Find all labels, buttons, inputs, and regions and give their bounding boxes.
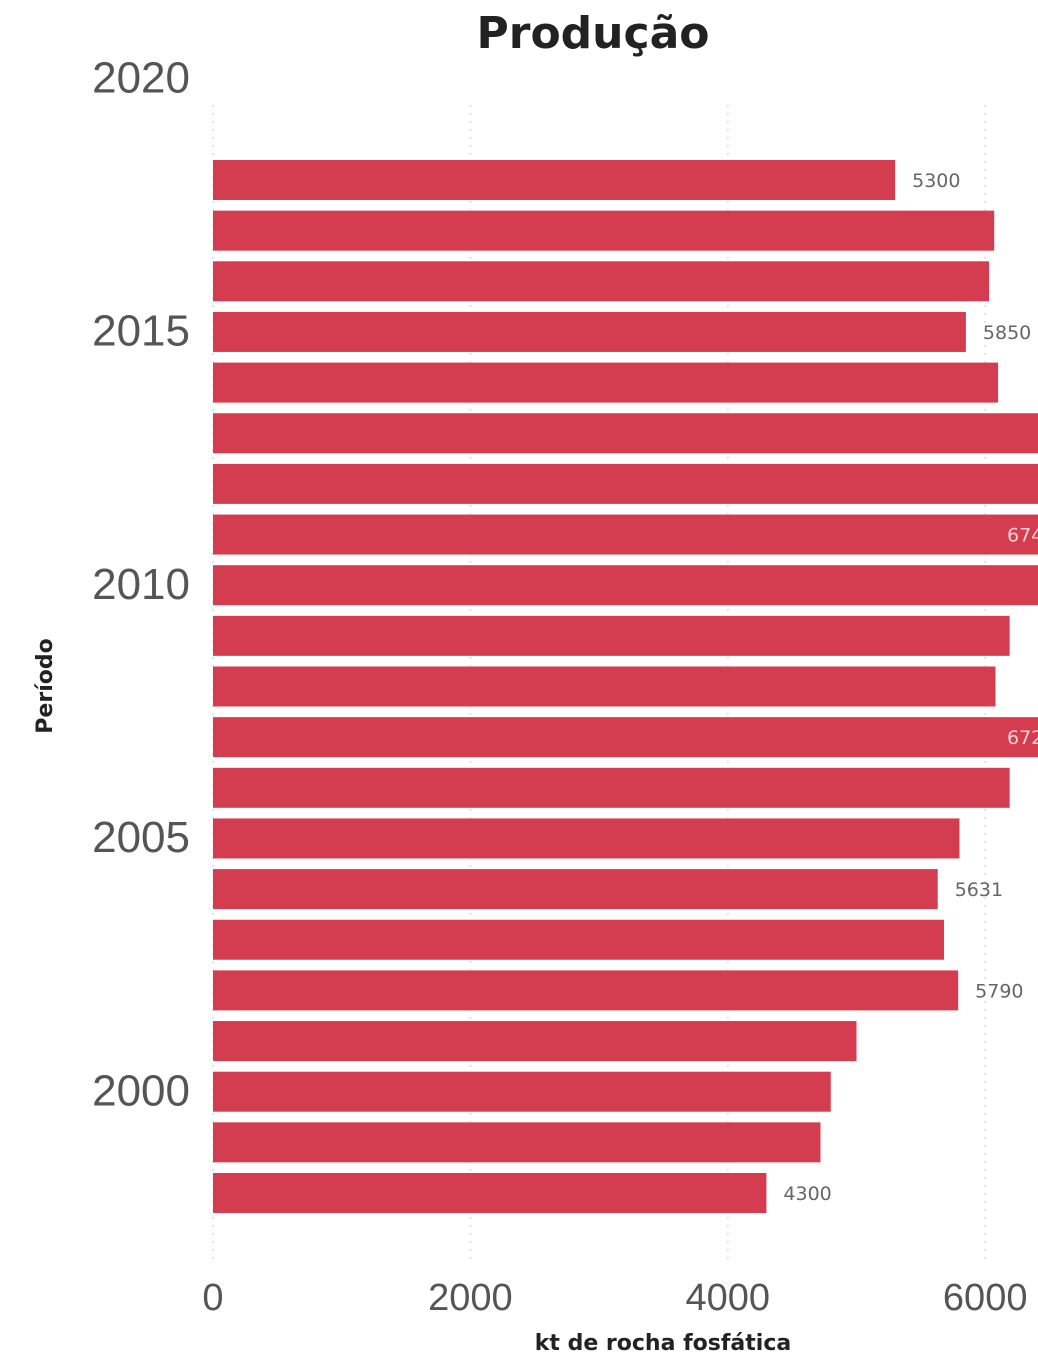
y-tick-2015: 2015 <box>92 307 190 356</box>
y-tick-2020: 2020 <box>92 53 190 102</box>
y-tick-2000: 2000 <box>92 1066 190 1115</box>
data-label-2008: 6727 <box>1007 727 1038 749</box>
bar-2009 <box>213 666 996 707</box>
bar-2008 <box>213 717 1038 758</box>
data-label-2003: 5790 <box>975 980 1023 1002</box>
bar-2015 <box>213 362 999 403</box>
x-axis-title: kt de rocha fosfática <box>535 1331 791 1356</box>
x-tick-4000: 4000 <box>686 1277 771 1319</box>
bar-2018 <box>213 210 995 251</box>
x-tick-6000: 6000 <box>943 1277 1028 1319</box>
data-label-2012: 6740 <box>1007 525 1038 547</box>
y-axis-ticks: 2000 2005 2010 2015 2020 <box>92 53 190 1115</box>
data-label-1999: 4300 <box>783 1183 831 1205</box>
bar-2011 <box>213 565 1038 606</box>
bar-2012 <box>213 514 1038 555</box>
bar-2016 <box>213 311 966 352</box>
bar-2013 <box>213 463 1038 504</box>
y-axis-title: Período <box>33 638 58 733</box>
bar-2001 <box>213 1071 831 1112</box>
data-label-2019: 5300 <box>912 170 960 192</box>
bar-2014 <box>213 413 1038 454</box>
bar-1999 <box>213 1173 767 1213</box>
bar-2010 <box>213 615 1010 656</box>
bar-2004 <box>213 919 945 960</box>
y-tick-2010: 2010 <box>92 560 190 609</box>
bar-2019 <box>213 160 896 200</box>
x-tick-0: 0 <box>202 1277 223 1319</box>
x-axis-ticks: 0 2000 4000 6000 <box>202 1277 1027 1319</box>
chart-title: Produção <box>476 8 710 59</box>
bar-2007 <box>213 767 1010 808</box>
data-labels: 4300 5790 5631 6727 6740 5850 5300 <box>783 170 1038 1205</box>
bar-2017 <box>213 261 990 302</box>
bar-2002 <box>213 1021 857 1062</box>
x-tick-2000: 2000 <box>428 1277 513 1319</box>
bar-2000 <box>213 1122 821 1163</box>
bar-2003 <box>213 970 959 1011</box>
bar-2005 <box>213 869 938 910</box>
data-label-2016: 5850 <box>983 322 1031 344</box>
y-tick-2005: 2005 <box>92 813 190 862</box>
bar-2006 <box>213 818 960 859</box>
data-label-2005: 5631 <box>955 879 1003 901</box>
bars <box>213 160 1038 1213</box>
